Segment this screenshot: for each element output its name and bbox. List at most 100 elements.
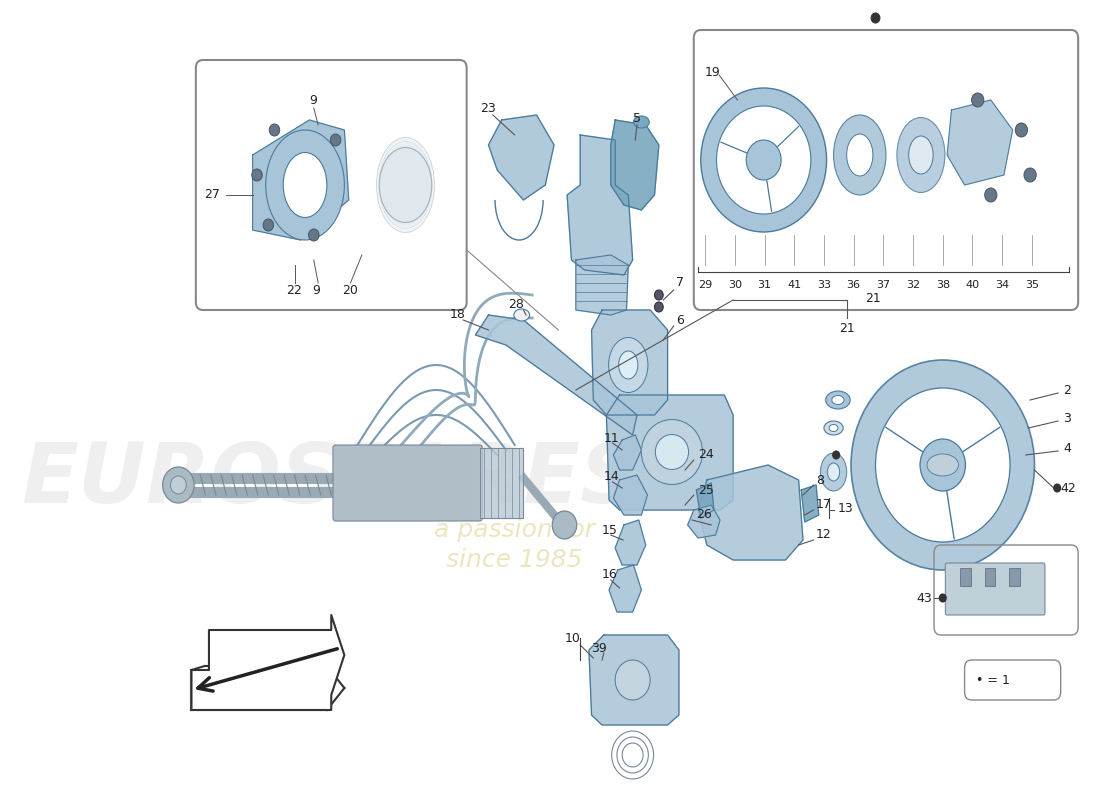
Text: 28: 28 [508,298,524,311]
Polygon shape [592,310,668,415]
Polygon shape [488,115,554,200]
Ellipse shape [283,153,327,218]
Text: 3: 3 [1064,411,1071,425]
Circle shape [746,140,781,180]
Polygon shape [614,475,648,515]
Polygon shape [576,255,628,315]
Text: 31: 31 [758,280,771,290]
Circle shape [851,360,1034,570]
Text: 23: 23 [480,102,495,114]
Polygon shape [947,100,1013,185]
Ellipse shape [656,434,689,470]
Circle shape [701,88,826,232]
Ellipse shape [927,454,958,476]
Ellipse shape [634,116,649,128]
Circle shape [871,13,880,23]
Text: 2: 2 [1064,383,1071,397]
Text: 19: 19 [705,66,720,78]
Polygon shape [614,435,641,470]
Text: 16: 16 [602,569,618,582]
Text: 15: 15 [602,523,618,537]
Circle shape [1054,484,1060,492]
Ellipse shape [821,453,847,491]
Ellipse shape [379,147,431,222]
Ellipse shape [826,391,850,409]
Circle shape [971,93,983,107]
Text: 21: 21 [839,322,855,334]
Polygon shape [475,315,637,435]
Circle shape [984,188,997,202]
Text: 36: 36 [847,280,860,290]
Text: 42: 42 [1060,482,1077,494]
Circle shape [252,169,262,181]
Text: 43: 43 [916,591,933,605]
Polygon shape [606,395,733,510]
Text: 38: 38 [936,280,949,290]
Text: 35: 35 [1025,280,1038,290]
Text: 5: 5 [632,111,640,125]
Text: 7: 7 [676,277,684,290]
Text: 17: 17 [816,498,832,511]
Circle shape [654,290,663,300]
Circle shape [1024,168,1036,182]
Text: a passion for: a passion for [434,518,595,542]
Ellipse shape [608,338,648,393]
Ellipse shape [641,419,703,485]
Circle shape [263,219,274,231]
Circle shape [716,106,811,214]
Polygon shape [609,565,641,612]
Text: 37: 37 [877,280,890,290]
Ellipse shape [832,395,844,405]
Text: • = 1: • = 1 [976,674,1010,686]
Text: 21: 21 [865,291,881,305]
Circle shape [308,229,319,241]
Text: 11: 11 [604,431,619,445]
Text: 39: 39 [592,642,607,654]
FancyBboxPatch shape [333,445,483,521]
Polygon shape [698,465,803,560]
Ellipse shape [384,150,427,221]
Ellipse shape [618,351,638,379]
Bar [960,568,970,586]
Text: 10: 10 [564,631,581,645]
Text: 40: 40 [966,280,979,290]
Circle shape [654,302,663,312]
Ellipse shape [376,138,435,233]
Text: 30: 30 [728,280,741,290]
Ellipse shape [378,142,432,229]
Text: 32: 32 [906,280,920,290]
Text: 20: 20 [342,283,358,297]
Bar [1009,568,1020,586]
Text: 29: 29 [698,280,713,290]
Polygon shape [801,485,818,522]
Text: 18: 18 [450,309,466,322]
Text: 27: 27 [205,189,220,202]
Circle shape [330,134,341,146]
Polygon shape [610,120,659,210]
Polygon shape [696,483,714,518]
Circle shape [270,124,279,136]
Circle shape [170,476,186,494]
Text: 14: 14 [604,470,619,483]
Text: 22: 22 [286,283,301,297]
FancyBboxPatch shape [945,563,1045,615]
Polygon shape [615,520,646,565]
Polygon shape [568,135,632,275]
Text: 9: 9 [309,94,317,106]
Text: 8: 8 [816,474,824,486]
Circle shape [920,439,966,491]
Bar [984,568,996,586]
Ellipse shape [514,309,529,321]
Text: 6: 6 [676,314,684,326]
Ellipse shape [615,660,650,700]
Text: 9: 9 [312,283,320,297]
Circle shape [833,451,839,459]
Ellipse shape [824,421,844,435]
Text: 13: 13 [838,502,854,514]
Circle shape [163,467,194,503]
Polygon shape [253,120,349,240]
Text: 12: 12 [816,529,832,542]
Ellipse shape [909,136,933,174]
Text: 26: 26 [696,509,712,522]
Circle shape [876,388,1010,542]
